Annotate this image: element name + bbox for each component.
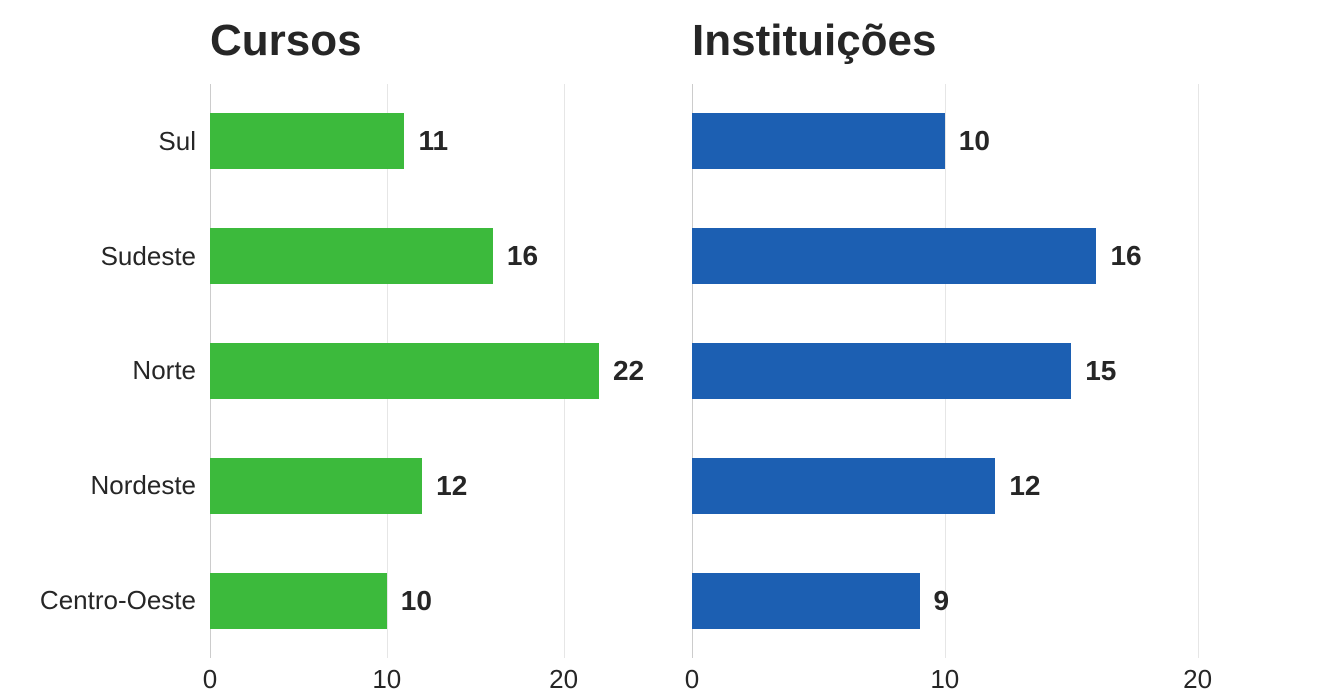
chart-cursos: Sul Sudeste Norte Nordeste Centro-Oeste …	[20, 84, 652, 698]
bar-value-label: 12	[1009, 470, 1040, 502]
bar	[692, 573, 920, 629]
bar	[692, 228, 1096, 284]
xtick-label: 0	[685, 664, 699, 695]
ylabel: Nordeste	[20, 458, 210, 514]
bar-value-label: 11	[418, 125, 448, 157]
bar	[210, 343, 599, 399]
ylabels-cursos: Sul Sudeste Norte Nordeste Centro-Oeste	[20, 84, 210, 698]
plot-cursos: 111622121001020	[210, 84, 652, 698]
panel-cursos: Cursos Sul Sudeste Norte Nordeste Centro…	[0, 0, 672, 698]
bar-value-label: 12	[436, 470, 467, 502]
bar-value-label: 15	[1085, 355, 1116, 387]
xtick-label: 20	[549, 664, 578, 695]
bar	[210, 573, 387, 629]
bar-row: 16	[210, 228, 652, 284]
x-axis: 01020	[210, 658, 652, 698]
xtick-label: 20	[1183, 664, 1212, 695]
ylabel: Sudeste	[20, 228, 210, 284]
bar-row: 9	[692, 573, 1324, 629]
bar-row: 22	[210, 343, 652, 399]
panel-title-instituicoes: Instituições	[692, 16, 1324, 66]
chart-pair: Cursos Sul Sudeste Norte Nordeste Centro…	[0, 0, 1344, 698]
bars: 11 16 22 12 10	[210, 84, 652, 658]
xtick-label: 0	[203, 664, 217, 695]
x-axis: 01020	[692, 658, 1324, 698]
bar	[692, 458, 995, 514]
bar-row: 12	[692, 458, 1324, 514]
bar	[692, 113, 945, 169]
ylabel: Norte	[20, 343, 210, 399]
bar	[210, 113, 404, 169]
chart-instituicoes: 10161512901020	[692, 84, 1324, 698]
bar-value-label: 10	[959, 125, 990, 157]
plot-instituicoes: 10161512901020	[692, 84, 1324, 698]
bar	[692, 343, 1071, 399]
bar-row: 11	[210, 113, 652, 169]
bar-value-label: 16	[1110, 240, 1141, 272]
bars: 10 16 15 12 9	[692, 84, 1324, 658]
bar-value-label: 10	[401, 585, 432, 617]
bar-row: 10	[210, 573, 652, 629]
bar-row: 16	[692, 228, 1324, 284]
panel-instituicoes: Instituições 10 16 15 12 9 0 10 20	[672, 0, 1344, 698]
bar-value-label: 9	[934, 585, 950, 617]
ylabel: Centro-Oeste	[20, 573, 210, 629]
bar-row: 10	[692, 113, 1324, 169]
bar	[210, 458, 422, 514]
ylabel: Sul	[20, 113, 210, 169]
bar-value-label: 22	[613, 355, 644, 387]
xtick-label: 10	[930, 664, 959, 695]
xtick-label: 10	[372, 664, 401, 695]
bar-value-label: 16	[507, 240, 538, 272]
bar	[210, 228, 493, 284]
bar-row: 15	[692, 343, 1324, 399]
panel-title-cursos: Cursos	[20, 16, 652, 66]
bar-row: 12	[210, 458, 652, 514]
